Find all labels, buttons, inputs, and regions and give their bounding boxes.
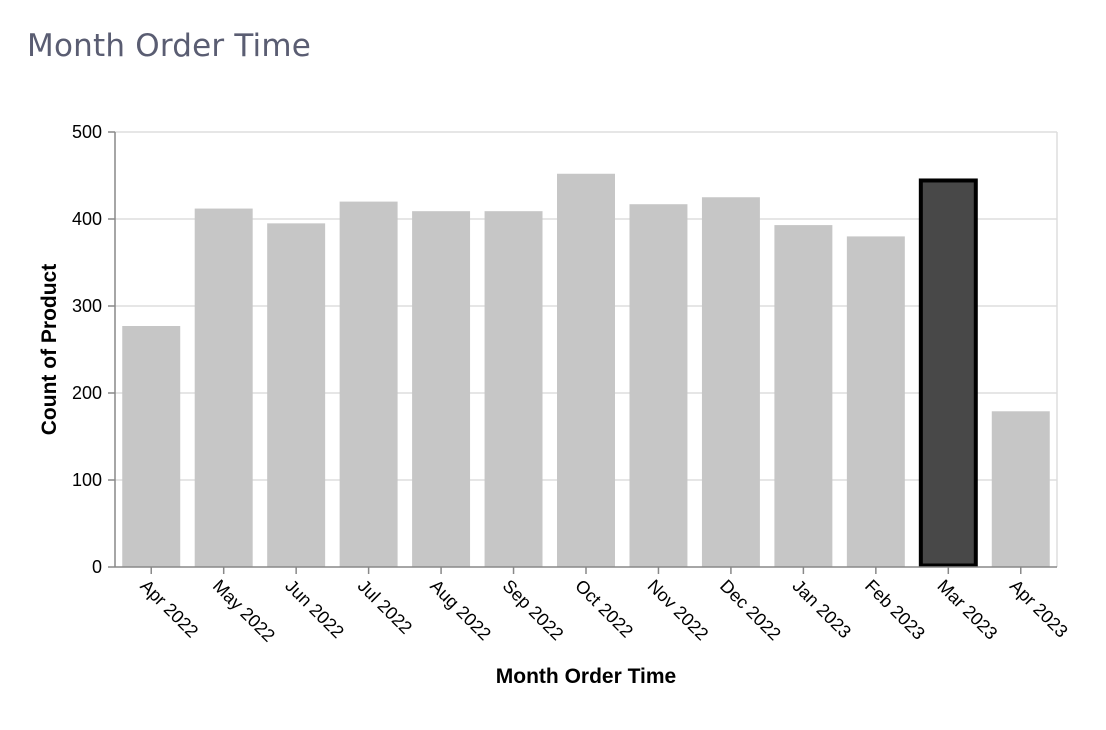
bar[interactable] (774, 225, 833, 567)
bar[interactable] (701, 197, 760, 567)
x-tick-label: May 2022 (209, 576, 279, 646)
x-tick-label: Jul 2022 (354, 576, 416, 638)
y-axis-ticks: 0 100 200 300 400 500 (72, 122, 115, 577)
y-axis-title: Count of Product (38, 264, 61, 435)
x-axis-ticks: Apr 2022 May 2022 Jun 2022 Jul 2022 Aug 2022… (136, 567, 1072, 646)
x-axis-title: Month Order Time (496, 665, 676, 688)
x-tick-label: Nov 2022 (644, 576, 713, 645)
x-tick-label: Apr 2022 (136, 576, 202, 642)
x-tick-label: Oct 2022 (571, 576, 637, 642)
x-tick-label: Jan 2023 (789, 576, 856, 643)
y-tick-label: 0 (92, 557, 102, 577)
y-tick-label: 300 (72, 296, 102, 316)
x-tick-label: Jun 2022 (281, 576, 348, 643)
x-tick-label: Apr 2023 (1006, 576, 1072, 642)
y-tick-label: 200 (72, 383, 102, 403)
x-tick-label: Sep 2022 (499, 576, 568, 645)
x-tick-label: Mar 2023 (933, 576, 1001, 644)
bar[interactable] (339, 201, 398, 567)
bars (122, 173, 1050, 568)
y-tick-label: 400 (72, 209, 102, 229)
bar[interactable] (194, 208, 253, 567)
y-tick-label: 100 (72, 470, 102, 490)
x-tick-label: Feb 2023 (861, 576, 929, 644)
bar[interactable] (557, 173, 615, 567)
y-tick-label: 500 (72, 122, 102, 142)
x-tick-label: Aug 2022 (426, 576, 495, 645)
bar[interactable] (267, 223, 326, 567)
bar[interactable] (412, 211, 471, 568)
bar-selected[interactable] (918, 178, 978, 568)
bar[interactable] (846, 236, 905, 567)
bar[interactable] (629, 204, 688, 567)
bar[interactable] (122, 326, 181, 567)
bar[interactable] (991, 411, 1050, 567)
bar[interactable] (484, 211, 543, 568)
panel-title: Month Order Time (27, 28, 312, 64)
x-tick-label: Dec 2022 (716, 576, 785, 645)
